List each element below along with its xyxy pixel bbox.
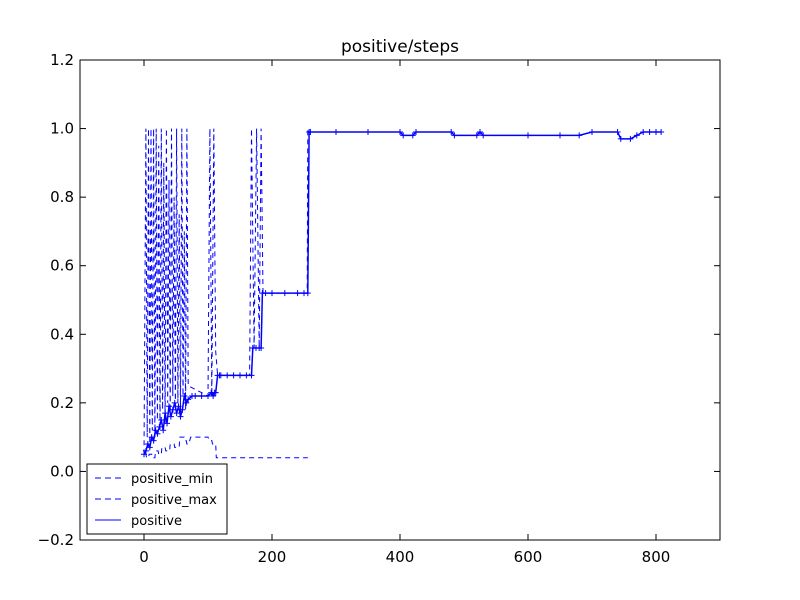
series-point-positive	[258, 345, 265, 351]
series-point-positive	[451, 132, 458, 139]
series-point-positive	[144, 441, 151, 447]
series-point-positive	[169, 406, 176, 413]
y-tick-label: −0.2	[38, 531, 74, 549]
series-point-positive	[179, 406, 186, 413]
series-point-positive	[171, 399, 178, 406]
series-point-positive	[141, 451, 147, 458]
series-point-positive	[158, 417, 165, 423]
series-line-positive	[143, 130, 662, 455]
series-layer	[141, 128, 665, 459]
series-point-positive	[409, 132, 416, 139]
series-point-positive	[160, 427, 167, 434]
series-point-positive	[413, 129, 419, 135]
series-point-positive	[627, 135, 634, 142]
x-tick-label: 0	[139, 548, 149, 566]
y-tick-label: 0.4	[50, 325, 74, 343]
series-point-positive	[248, 372, 255, 379]
series-point-positive	[198, 393, 205, 399]
series-point-positive	[262, 290, 269, 297]
series-point-positive	[175, 403, 182, 410]
ticks-layer: 0 200 400 600 800 −0.2 0.0 0.2 0.4 0.6 0.8 1.0 1.2	[38, 51, 720, 566]
chart-title: positive/steps	[341, 37, 459, 57]
series-point-positive	[653, 129, 659, 135]
series-point-positive	[617, 135, 624, 142]
series-line-positive-min	[144, 436, 308, 459]
series-point-positive	[156, 423, 163, 430]
series-point-positive	[230, 372, 237, 379]
series-point-positive	[397, 129, 403, 135]
series-point-positive	[217, 372, 224, 379]
series-point-positive	[589, 129, 595, 135]
legend-label-positive-min: positive_min	[131, 472, 213, 487]
series-point-positive	[154, 430, 161, 437]
series-point-positive	[177, 413, 184, 420]
series-point-positive	[183, 399, 190, 406]
series-point-positive	[333, 129, 339, 135]
series-point-positive	[152, 427, 159, 434]
series-point-positive	[307, 129, 314, 135]
series-point-positive	[150, 437, 157, 444]
series-point-positive	[142, 447, 149, 454]
series-point-positive	[212, 389, 219, 396]
legend-label-positive: positive	[131, 514, 182, 529]
series-point-positive	[646, 129, 653, 135]
series-point-positive	[281, 290, 288, 297]
y-tick-label: 1.2	[50, 51, 74, 69]
series-point-positive	[525, 132, 531, 139]
series-point-positive	[165, 403, 172, 410]
series-point-positive	[576, 132, 583, 139]
legend: positive_min positive_max positive	[86, 463, 228, 535]
y-tick-label: 0.6	[50, 257, 74, 275]
y-tick-label: 0.2	[50, 394, 74, 412]
series-point-positive	[448, 129, 455, 135]
series-point-positive	[243, 372, 250, 379]
series-point-positive	[164, 420, 171, 427]
series-point-positive	[477, 129, 483, 135]
series-point-positive	[400, 132, 407, 139]
series-point-positive	[633, 132, 640, 139]
series-point-positive	[148, 434, 155, 441]
series-point-positive	[146, 444, 153, 451]
series-point-positive	[173, 410, 180, 417]
series-point-positive	[192, 393, 199, 399]
y-tick-label: 0.0	[50, 462, 74, 480]
series-point-positive	[658, 129, 665, 135]
series-point-positive	[181, 393, 188, 399]
series-point-positive	[365, 129, 371, 135]
x-tick-label: 800	[642, 548, 671, 566]
series-point-positive	[237, 372, 243, 379]
x-tick-label: 200	[258, 548, 287, 566]
series-point-positive	[294, 290, 301, 297]
x-tick-label: 400	[386, 548, 415, 566]
legend-label-positive-max: positive_max	[131, 493, 217, 508]
series-point-positive	[210, 393, 217, 399]
series-point-positive	[557, 132, 563, 139]
y-tick-label: 1.0	[50, 120, 74, 138]
y-tick-label: 0.8	[50, 188, 74, 206]
series-point-positive	[205, 393, 211, 399]
series-point-positive	[167, 413, 174, 420]
series-point-positive	[480, 132, 487, 139]
x-tick-label: 600	[514, 548, 543, 566]
series-point-positive	[640, 129, 647, 135]
series-point-positive	[162, 410, 169, 417]
series-point-positive	[614, 129, 621, 135]
series-point-positive	[304, 290, 311, 297]
series-point-positive	[185, 396, 192, 403]
series-point-positive	[224, 372, 231, 379]
series-point-positive	[269, 290, 275, 297]
series-point-positive	[473, 132, 480, 139]
